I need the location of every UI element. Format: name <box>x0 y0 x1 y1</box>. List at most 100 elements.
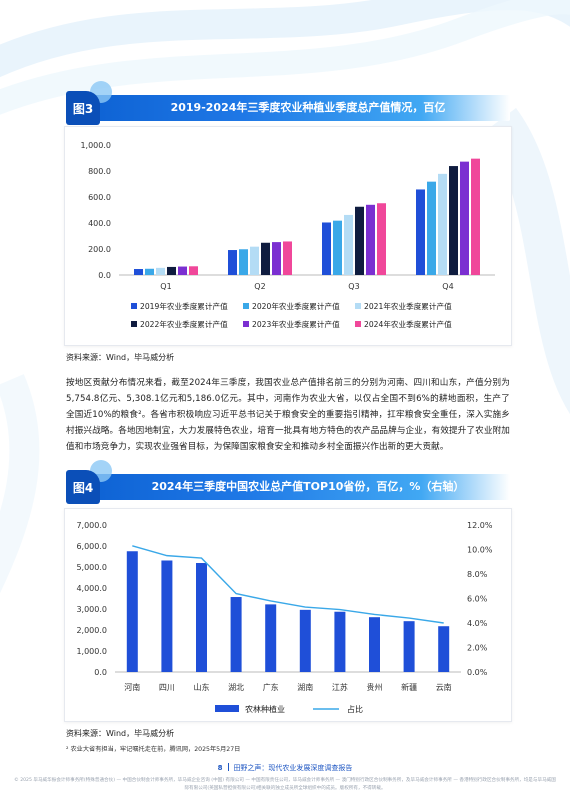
x-tick-label: Q3 <box>348 282 359 291</box>
figure4-title: 2024年三季度中国农业总产值TOP10省份，百亿，%（右轴） <box>151 480 465 493</box>
report-title: 田野之声：现代农业发展深度调查报告 <box>233 764 353 772</box>
bar <box>250 246 259 275</box>
footer-divider <box>228 763 230 771</box>
y-tick-label: 6,000.0 <box>76 542 107 551</box>
bar <box>196 563 207 672</box>
y-tick-label: 600.0 <box>88 193 111 202</box>
y-tick-label: 1,000.0 <box>76 647 107 656</box>
y-right-tick-label: 4.0% <box>467 619 488 628</box>
copyright-disclaimer: © 2025 毕马威华振会计师事务所(特殊普通合伙) — 中国合伙制会计师事务所… <box>14 778 556 791</box>
legend-label: 2022年农业季度累计产值 <box>140 319 228 329</box>
bar <box>416 189 425 275</box>
figure3-header: 图3 2019-2024年三季度农业种植业季度总产值情况，百亿 <box>66 81 510 125</box>
y-tick-label: 200.0 <box>88 245 111 254</box>
legend-swatch <box>131 303 137 309</box>
y-tick-label: 3,000.0 <box>76 605 107 614</box>
legend-label: 占比 <box>347 704 363 714</box>
bar <box>333 220 342 275</box>
bar <box>403 621 415 672</box>
y-tick-label: 4,000.0 <box>76 584 107 593</box>
legend-label: 2020年农业季度累计产值 <box>252 301 340 311</box>
legend-swatch <box>131 321 137 327</box>
bar <box>230 597 242 672</box>
figure3-chart-panel: 1,000.0 800.0 600.0 400.0 200.0 0.0 Q1 Q2 Q3 Q4 20… <box>64 126 512 346</box>
legend-label: 2024年农业季度累计产值 <box>364 319 452 329</box>
bar <box>283 241 292 275</box>
legend-swatch <box>243 321 249 327</box>
x-tick-label: 云南 <box>436 682 452 692</box>
bar <box>261 242 270 275</box>
figure3-chart: 1,000.0 800.0 600.0 400.0 200.0 0.0 Q1 Q2 Q3 Q4 20… <box>80 141 495 329</box>
x-tick-label: 广东 <box>263 682 279 692</box>
bar <box>189 266 198 275</box>
y-tick-label: 5,000.0 <box>76 563 107 572</box>
bar <box>369 617 380 672</box>
y-tick-label: 0.0 <box>94 668 107 677</box>
y-tick-label: 400.0 <box>88 219 111 228</box>
legend-label: 农林种植业 <box>245 704 285 714</box>
x-tick-label: 湖南 <box>297 682 313 692</box>
bar <box>145 268 154 275</box>
legend-label: 2023年农业季度累计产值 <box>252 319 340 329</box>
bar <box>161 560 173 672</box>
y-tick-label: 800.0 <box>88 167 111 176</box>
bar <box>126 551 138 672</box>
figure3-tag: 图3 <box>66 91 100 125</box>
bar <box>299 609 311 672</box>
legend-label: 2019年农业季度累计产值 <box>140 301 228 311</box>
bar <box>449 166 458 275</box>
bar <box>355 206 364 275</box>
bar <box>471 158 480 275</box>
x-tick-label: 河南 <box>124 682 140 692</box>
bar <box>228 250 237 275</box>
y-right-tick-label: 0.0% <box>467 668 488 677</box>
figure4-source: 资料来源：Wind，毕马威分析 <box>66 729 175 738</box>
y-tick-label: 2,000.0 <box>76 626 107 635</box>
figure3-source: 资料来源：Wind，毕马威分析 <box>66 353 175 362</box>
y-right-tick-label: 8.0% <box>467 570 488 579</box>
x-tick-label: 湖北 <box>228 683 244 692</box>
x-tick-label: 山东 <box>194 682 210 692</box>
page-number: 8 <box>217 764 223 772</box>
body-paragraph: 按地区贡献分布情况来看，截至2024年三季度，我国农业总产值排名前三的分别为河南… <box>66 378 510 452</box>
figure3-title: 2019-2024年三季度农业种植业季度总产值情况，百亿 <box>170 101 446 114</box>
y-tick-label: 1,000.0 <box>80 141 111 150</box>
legend-swatch <box>243 303 249 309</box>
share-line <box>132 545 444 624</box>
legend-swatch <box>355 321 361 327</box>
x-tick-label: Q1 <box>160 282 171 291</box>
bar <box>334 611 346 672</box>
bar <box>239 249 248 275</box>
bar <box>134 269 143 275</box>
y-tick-label: 0.0 <box>98 271 111 280</box>
legend-swatch <box>215 705 239 712</box>
y-tick-label: 7,000.0 <box>76 521 107 530</box>
page-footer: 8 田野之声：现代农业发展深度调查报告 <box>0 763 570 773</box>
legend-swatch <box>355 303 361 309</box>
y-right-tick-label: 12.0% <box>467 521 493 530</box>
footnote: ² 农业大省有担当，牢记嘱托走在前，腾讯网，2025年5月27日 <box>66 746 241 753</box>
bar <box>344 214 353 275</box>
y-right-tick-label: 6.0% <box>467 595 488 604</box>
y-right-tick-label: 10.0% <box>467 546 493 555</box>
bar <box>427 181 436 275</box>
x-tick-label: 四川 <box>159 683 175 692</box>
legend-label: 2021年农业季度累计产值 <box>364 301 452 311</box>
bar <box>265 604 277 672</box>
bar <box>366 204 375 275</box>
x-tick-label: Q4 <box>442 282 453 291</box>
x-tick-label: 江苏 <box>332 682 348 692</box>
bar <box>272 242 281 275</box>
figure4-chart-panel: 7,000.0 6,000.0 5,000.0 4,000.0 3,000.0 2,000… <box>64 508 512 722</box>
bar <box>167 266 176 275</box>
x-tick-label: Q2 <box>254 282 265 291</box>
bar <box>322 222 331 275</box>
y-right-tick-label: 2.0% <box>467 644 488 653</box>
x-tick-label: 贵州 <box>367 682 383 692</box>
figure4-chart: 7,000.0 6,000.0 5,000.0 4,000.0 3,000.0 2,000… <box>76 521 493 714</box>
bar <box>377 203 386 275</box>
x-tick-label: 新疆 <box>401 682 417 692</box>
bar <box>438 173 447 275</box>
figure4-header: 图4 2024年三季度中国农业总产值TOP10省份，百亿，%（右轴） <box>66 460 510 504</box>
bar <box>178 266 187 275</box>
